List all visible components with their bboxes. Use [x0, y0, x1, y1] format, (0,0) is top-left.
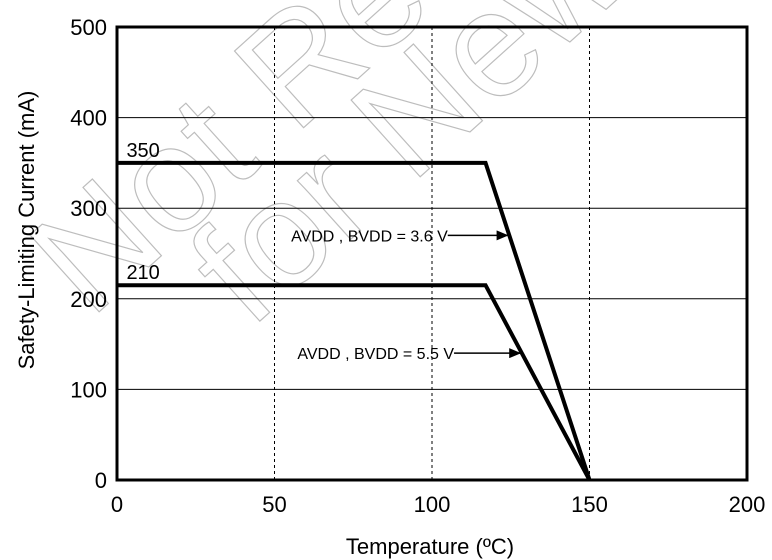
y-tick-label: 0 [95, 468, 107, 493]
value-label: 210 [126, 262, 159, 284]
plot-area: 0 50 100 150 200 0 100 200 300 400 500 350 210 AVDD ,… [70, 15, 765, 517]
x-tick-label: 200 [729, 492, 766, 517]
series-line [117, 283, 592, 481]
annotation-label: AVDD , BVDD = 5.5 V [297, 346, 454, 363]
plot-frame [115, 25, 749, 482]
y-axis-label: Safety-Limiting Current (mA) [14, 91, 39, 370]
y-tick-label: 300 [70, 196, 107, 221]
y-tick-label: 200 [70, 287, 107, 312]
x-tick-label: 0 [111, 492, 123, 517]
y-tick-label: 100 [70, 377, 107, 402]
y-tick-label: 500 [70, 15, 107, 40]
value-label: 350 [126, 140, 159, 162]
y-tick-label: 400 [70, 106, 107, 131]
x-tick-label: 150 [571, 492, 608, 517]
series-line [117, 160, 592, 481]
x-axis-label: Temperature (ºC) [346, 534, 514, 559]
x-tick-label: 100 [414, 492, 451, 517]
x-tick-label: 50 [262, 492, 286, 517]
annotation-label: AVDD , BVDD = 3.6 V [291, 228, 448, 245]
